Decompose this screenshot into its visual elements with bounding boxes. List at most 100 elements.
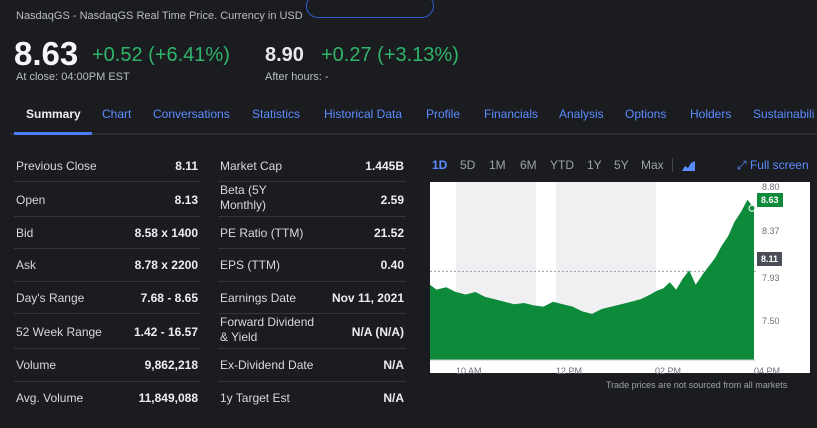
row-value: N/A [383, 358, 404, 372]
previous-close-tag: 8.11 [757, 252, 783, 266]
x-tick-label: 02 PM [655, 366, 682, 376]
row-label: Market Cap [220, 159, 283, 173]
price-area-series [430, 199, 754, 360]
price-chart[interactable] [430, 182, 756, 373]
row-value: 21.52 [373, 226, 404, 240]
tab-options[interactable]: Options [625, 107, 667, 121]
table-row: Volume 9,862,218 [14, 349, 200, 382]
row-label: 1y Target Est [220, 391, 290, 405]
table-row: Forward Dividend & Yield N/A (N/A) [218, 314, 406, 349]
table-row: Ask 8.78 x 2200 [14, 249, 200, 282]
row-value: 1.445B [365, 159, 404, 173]
row-label: Bid [16, 226, 34, 240]
chart-svg [430, 182, 756, 361]
row-value: 2.59 [380, 193, 404, 207]
row-value: 8.78 x 2200 [134, 258, 198, 272]
tab-chart[interactable]: Chart [102, 107, 132, 121]
row-value: N/A [383, 391, 404, 405]
x-tick-label: 04 PM [754, 366, 781, 376]
row-label: Avg. Volume [16, 391, 84, 405]
row-label: Volume [16, 358, 57, 372]
fullscreen-button[interactable]: ⤢ Full screen [737, 158, 809, 173]
row-label: Forward Dividend & Yield [220, 315, 315, 344]
row-label: Beta (5Y Monthly) [220, 183, 267, 212]
y-tick-label: 8.37 [762, 226, 780, 236]
row-value: 7.68 - 8.65 [140, 291, 198, 305]
after-hours-label: After hours: - [265, 71, 329, 83]
active-tab-indicator [14, 132, 92, 135]
table-row: Avg. Volume 11,849,088 [14, 382, 200, 414]
table-row: Open 8.13 [14, 182, 200, 217]
y-tick-label: 8.80 [762, 182, 780, 192]
after-hours-change: +0.27 (+3.13%) [321, 44, 459, 66]
table-row: 1y Target Est N/A [218, 382, 406, 414]
y-tick-label: 7.93 [762, 273, 780, 283]
fullscreen-label: Full screen [749, 158, 809, 172]
x-tick-label: 10 AM [456, 366, 482, 376]
table-row: Day's Range 7.68 - 8.65 [14, 282, 200, 314]
chart-disclaimer: Trade prices are not sourced from all ma… [606, 380, 788, 390]
range-1d[interactable]: 1D [432, 158, 448, 172]
row-value: 8.11 [175, 159, 198, 173]
y-axis: 8.80 8.37 7.93 7.50 [756, 182, 810, 373]
row-label: EPS (TTM) [220, 258, 280, 272]
quote-tabs: Summary Chart Conversations Statistics H… [0, 97, 817, 133]
row-value: 8.58 x 1400 [134, 226, 198, 240]
range-ytd[interactable]: YTD [550, 158, 574, 172]
x-tick-label: 12 PM [556, 366, 583, 376]
row-value: 1.42 - 16.57 [133, 325, 198, 339]
tab-profile[interactable]: Profile [426, 107, 461, 121]
tab-statistics[interactable]: Statistics [252, 107, 301, 121]
table-row: EPS (TTM) 0.40 [218, 249, 406, 282]
row-value: 8.13 [174, 193, 198, 207]
table-row: 52 Week Range 1.42 - 16.57 [14, 314, 200, 349]
follow-button[interactable] [306, 0, 434, 18]
table-row: Previous Close 8.11 [14, 150, 200, 182]
range-max[interactable]: Max [641, 158, 664, 172]
row-value: Nov 11, 2021 [331, 291, 404, 305]
row-label: Ask [16, 258, 37, 272]
y-tick-label: 7.50 [762, 316, 780, 326]
row-label: Previous Close [16, 159, 97, 173]
current-price-tag: 8.63 [757, 193, 783, 207]
current-price: 8.63 [14, 35, 79, 72]
table-row: PE Ratio (TTM) 21.52 [218, 217, 406, 249]
tab-financials[interactable]: Financials [484, 107, 539, 121]
tab-divider [10, 133, 817, 135]
after-hours-price: 8.90 [265, 44, 304, 66]
row-label: Open [16, 193, 46, 207]
range-6m[interactable]: 6M [520, 158, 537, 172]
range-separator [672, 158, 673, 172]
tab-holders[interactable]: Holders [690, 107, 732, 121]
range-1y[interactable]: 1Y [587, 158, 602, 172]
range-5y[interactable]: 5Y [614, 158, 629, 172]
row-label: Ex-Dividend Date [220, 358, 314, 372]
table-row: Beta (5Y Monthly) 2.59 [218, 182, 406, 217]
row-label: Earnings Date [220, 291, 297, 305]
row-value: N/A (N/A) [351, 325, 404, 339]
table-row: Bid 8.58 x 1400 [14, 217, 200, 249]
row-value: 9,862,218 [144, 358, 198, 372]
last-price-marker [748, 204, 756, 212]
price-change: +0.52 (+6.41%) [92, 44, 230, 66]
close-time: At close: 04:00PM EST [16, 71, 130, 83]
table-row: Earnings Date Nov 11, 2021 [218, 282, 406, 314]
row-label: Day's Range [16, 291, 85, 305]
table-row: Market Cap 1.445B [218, 150, 406, 182]
row-label: PE Ratio (TTM) [220, 226, 304, 240]
range-5d[interactable]: 5D [460, 158, 476, 172]
top-bar [0, 0, 817, 6]
row-label: 52 Week Range [16, 325, 102, 339]
quote-source: NasdaqGS - NasdaqGS Real Time Price. Cur… [16, 10, 303, 22]
tab-sustainability[interactable]: Sustainabili [753, 107, 815, 121]
tab-summary[interactable]: Summary [26, 107, 81, 121]
table-row: Ex-Dividend Date N/A [218, 349, 406, 382]
tab-conversations[interactable]: Conversations [153, 107, 230, 121]
tab-historical-data[interactable]: Historical Data [324, 107, 403, 121]
expand-icon: ⤢ [737, 158, 747, 172]
range-1m[interactable]: 1M [489, 158, 506, 172]
tab-analysis[interactable]: Analysis [559, 107, 604, 121]
area-chart-icon[interactable] [682, 159, 696, 177]
row-value: 11,849,088 [138, 391, 198, 405]
row-value: 0.40 [380, 258, 404, 272]
